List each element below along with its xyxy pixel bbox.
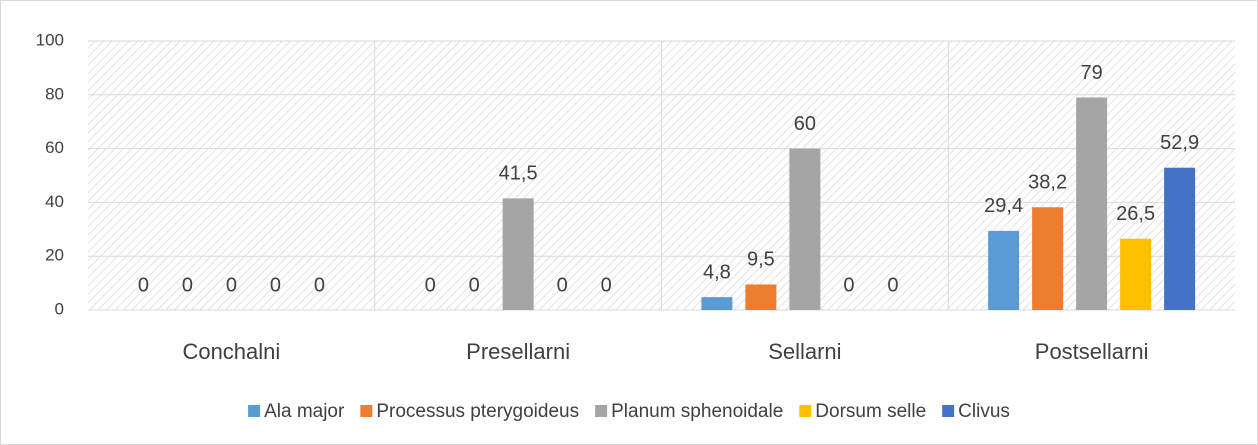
x-tick-label: Sellarni [768, 339, 841, 364]
data-label: 0 [425, 274, 436, 296]
legend-swatch [595, 405, 608, 417]
bar [1032, 207, 1064, 310]
data-label: 0 [601, 274, 612, 296]
legend-swatch [360, 405, 373, 417]
y-tick-label: 100 [36, 30, 64, 49]
legend-label: Processus pterygoideus [376, 401, 579, 422]
data-label: 38,2 [1028, 172, 1067, 194]
x-tick-label: Conchalni [182, 339, 280, 364]
data-label: 0 [887, 274, 898, 296]
data-label: 0 [182, 274, 193, 296]
legend-label: Clivus [958, 401, 1010, 422]
legend-label: Dorsum selle [815, 401, 926, 422]
data-label: 9,5 [747, 249, 775, 271]
data-label: 79 [1081, 62, 1103, 84]
y-tick-label: 80 [45, 84, 64, 103]
bar [1120, 238, 1152, 310]
y-tick-label: 40 [45, 192, 64, 211]
bar [1164, 167, 1196, 310]
y-tick-label: 20 [45, 246, 64, 265]
legend-swatch [248, 405, 261, 417]
data-label: 0 [314, 274, 325, 296]
legend-label: Ala major [264, 401, 345, 422]
y-tick-label: 60 [45, 138, 64, 157]
x-tick-label: Presellarni [466, 339, 570, 364]
data-label: 0 [138, 274, 149, 296]
data-label: 0 [270, 274, 281, 296]
legend-label: Planum sphenoidale [611, 401, 783, 422]
data-label: 60 [794, 113, 816, 135]
data-label: 26,5 [1116, 203, 1155, 225]
bar [988, 230, 1020, 310]
data-label: 29,4 [984, 195, 1023, 217]
data-label: 0 [226, 274, 237, 296]
bar [502, 198, 534, 310]
data-label: 0 [843, 274, 854, 296]
bar [1076, 97, 1108, 311]
x-tick-label: Postsellarni [1035, 339, 1149, 364]
bar [745, 284, 777, 310]
bar [789, 148, 821, 310]
data-label: 52,9 [1160, 132, 1199, 154]
y-tick-label: 0 [55, 299, 64, 318]
data-label: 0 [469, 274, 480, 296]
data-label: 41,5 [499, 163, 538, 185]
legend-swatch [799, 405, 812, 417]
bar [701, 297, 733, 310]
legend-swatch [942, 405, 955, 417]
data-label: 4,8 [703, 261, 731, 283]
data-label: 0 [557, 274, 568, 296]
